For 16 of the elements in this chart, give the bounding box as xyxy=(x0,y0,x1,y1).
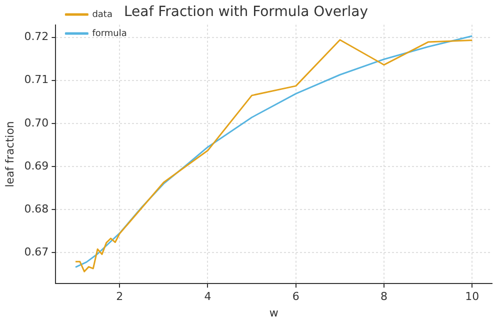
y-tick-label: 0.69 xyxy=(24,159,49,172)
x-tick-label: 10 xyxy=(465,290,480,304)
legend-label: formula xyxy=(92,28,127,39)
x-tick-label: 6 xyxy=(292,290,300,304)
y-tick-label: 0.67 xyxy=(24,245,49,258)
y-tick-label: 0.70 xyxy=(24,116,49,130)
legend-label: data xyxy=(92,10,112,20)
x-tick-label: 2 xyxy=(116,290,124,304)
y-axis-title: leaf fraction xyxy=(3,121,16,188)
y-tick-label: 0.72 xyxy=(24,30,49,44)
chart-title: Leaf Fraction with Formula Overlay xyxy=(124,4,368,20)
x-tick-label: 8 xyxy=(380,290,388,304)
x-tick-label: 4 xyxy=(204,290,212,304)
y-tick-label: 0.71 xyxy=(24,73,49,86)
y-tick-label: 0.68 xyxy=(24,202,49,216)
x-axis-title: w xyxy=(269,306,278,320)
